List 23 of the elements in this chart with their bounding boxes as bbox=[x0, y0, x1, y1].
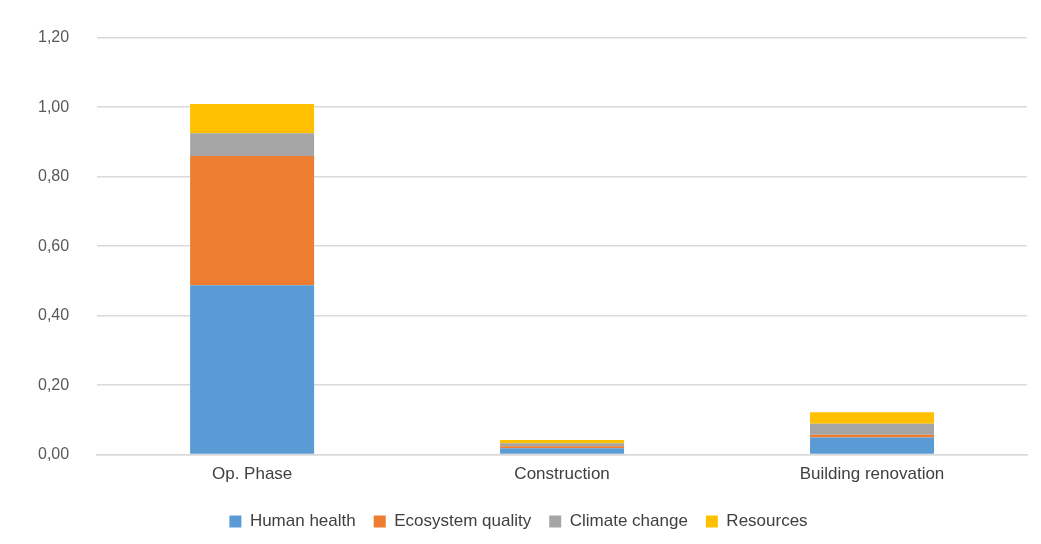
y-tick-label: 0,40 bbox=[38, 306, 70, 324]
legend-label: Human health bbox=[249, 511, 356, 531]
x-tick-label: Construction bbox=[514, 464, 610, 484]
x-tick-label: Building renovation bbox=[799, 464, 945, 484]
legend-label: Resources bbox=[726, 511, 808, 531]
bar bbox=[500, 448, 625, 454]
legend-label: Ecosystem quality bbox=[394, 511, 532, 531]
y-tick-label: 0,60 bbox=[38, 236, 70, 254]
bar bbox=[190, 103, 315, 134]
x-tick-label: Op. Phase bbox=[211, 464, 293, 484]
bar bbox=[810, 412, 935, 424]
bar bbox=[810, 434, 935, 438]
y-tick-label: 0,00 bbox=[38, 445, 70, 463]
y-tick-label: 0,80 bbox=[38, 167, 70, 185]
y-tick-label: 0,20 bbox=[38, 375, 70, 393]
y-tick-label: 1,00 bbox=[38, 97, 70, 115]
bar bbox=[810, 437, 935, 454]
legend-label: Climate change bbox=[569, 511, 688, 531]
bar bbox=[190, 285, 315, 454]
bar bbox=[190, 133, 315, 157]
bar bbox=[810, 423, 935, 435]
bar bbox=[190, 156, 315, 286]
y-tick-label: 1,20 bbox=[38, 28, 70, 46]
